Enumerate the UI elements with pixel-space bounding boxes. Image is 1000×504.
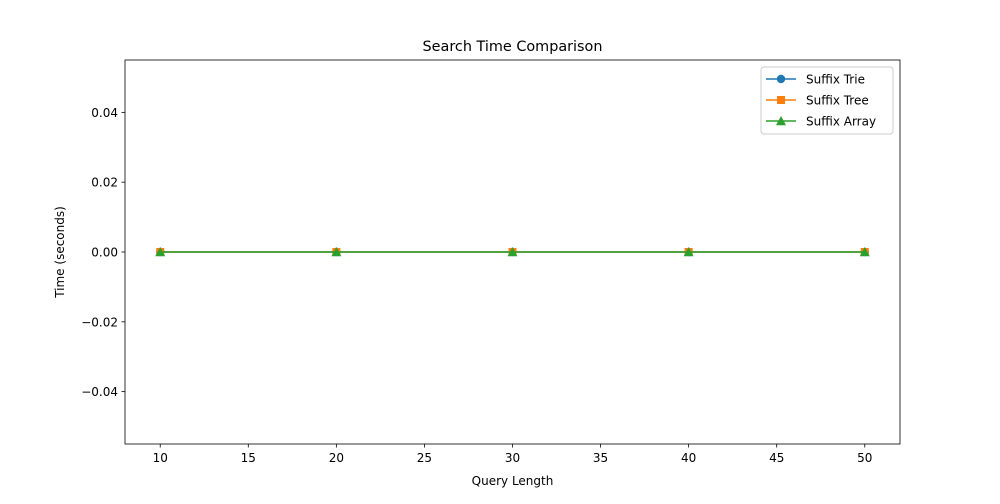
y-tick-label: 0.00	[91, 246, 118, 260]
y-tick-label: −0.02	[81, 315, 118, 329]
ticks-layer: 10 15 20 25 30 35 40 45 50 −0.04 −0.02 0.00 0.02 0.04	[81, 106, 872, 465]
x-tick-label: 25	[417, 451, 432, 465]
y-tick-label: 0.04	[91, 106, 118, 120]
x-tick-label: 45	[769, 451, 784, 465]
plot-frame	[124, 59, 901, 445]
data-point-suffix-array	[507, 247, 518, 257]
data-point-suffix-array	[155, 247, 166, 257]
data-point-suffix-array	[859, 247, 870, 257]
legend-item-suffix-trie: Suffix Trie	[766, 73, 865, 87]
x-tick-label: 50	[857, 451, 872, 465]
series-layer	[155, 247, 870, 257]
legend-marker	[777, 96, 785, 104]
data-point-suffix-array	[331, 247, 342, 257]
x-tick-label: 20	[329, 451, 344, 465]
legend-frame	[760, 66, 894, 135]
legend-item-suffix-tree: Suffix Tree	[766, 94, 869, 108]
x-axis-label: Query Length	[472, 474, 554, 488]
legend-marker	[776, 116, 786, 126]
legend-label: Suffix Trie	[806, 73, 865, 87]
x-tick-label: 15	[241, 451, 256, 465]
x-tick-label: 30	[505, 451, 520, 465]
legend-label: Suffix Array	[806, 115, 876, 129]
x-tick-label: 40	[681, 451, 696, 465]
series-suffix-array	[155, 247, 870, 257]
legend-item-suffix-array: Suffix Array	[766, 115, 876, 129]
legend-marker	[776, 74, 786, 84]
y-tick-label: −0.04	[81, 385, 118, 399]
y-tick-label: 0.02	[91, 176, 118, 190]
x-tick-label: 35	[593, 451, 608, 465]
x-tick-label: 10	[153, 451, 168, 465]
chart-title: Search Time Comparison	[423, 39, 603, 55]
legend-label: Suffix Tree	[806, 94, 869, 108]
legend: Suffix Trie Suffix Tree Suffix Array	[760, 66, 894, 135]
data-point-suffix-array	[683, 247, 694, 257]
y-axis-label: Time (seconds)	[53, 206, 67, 299]
